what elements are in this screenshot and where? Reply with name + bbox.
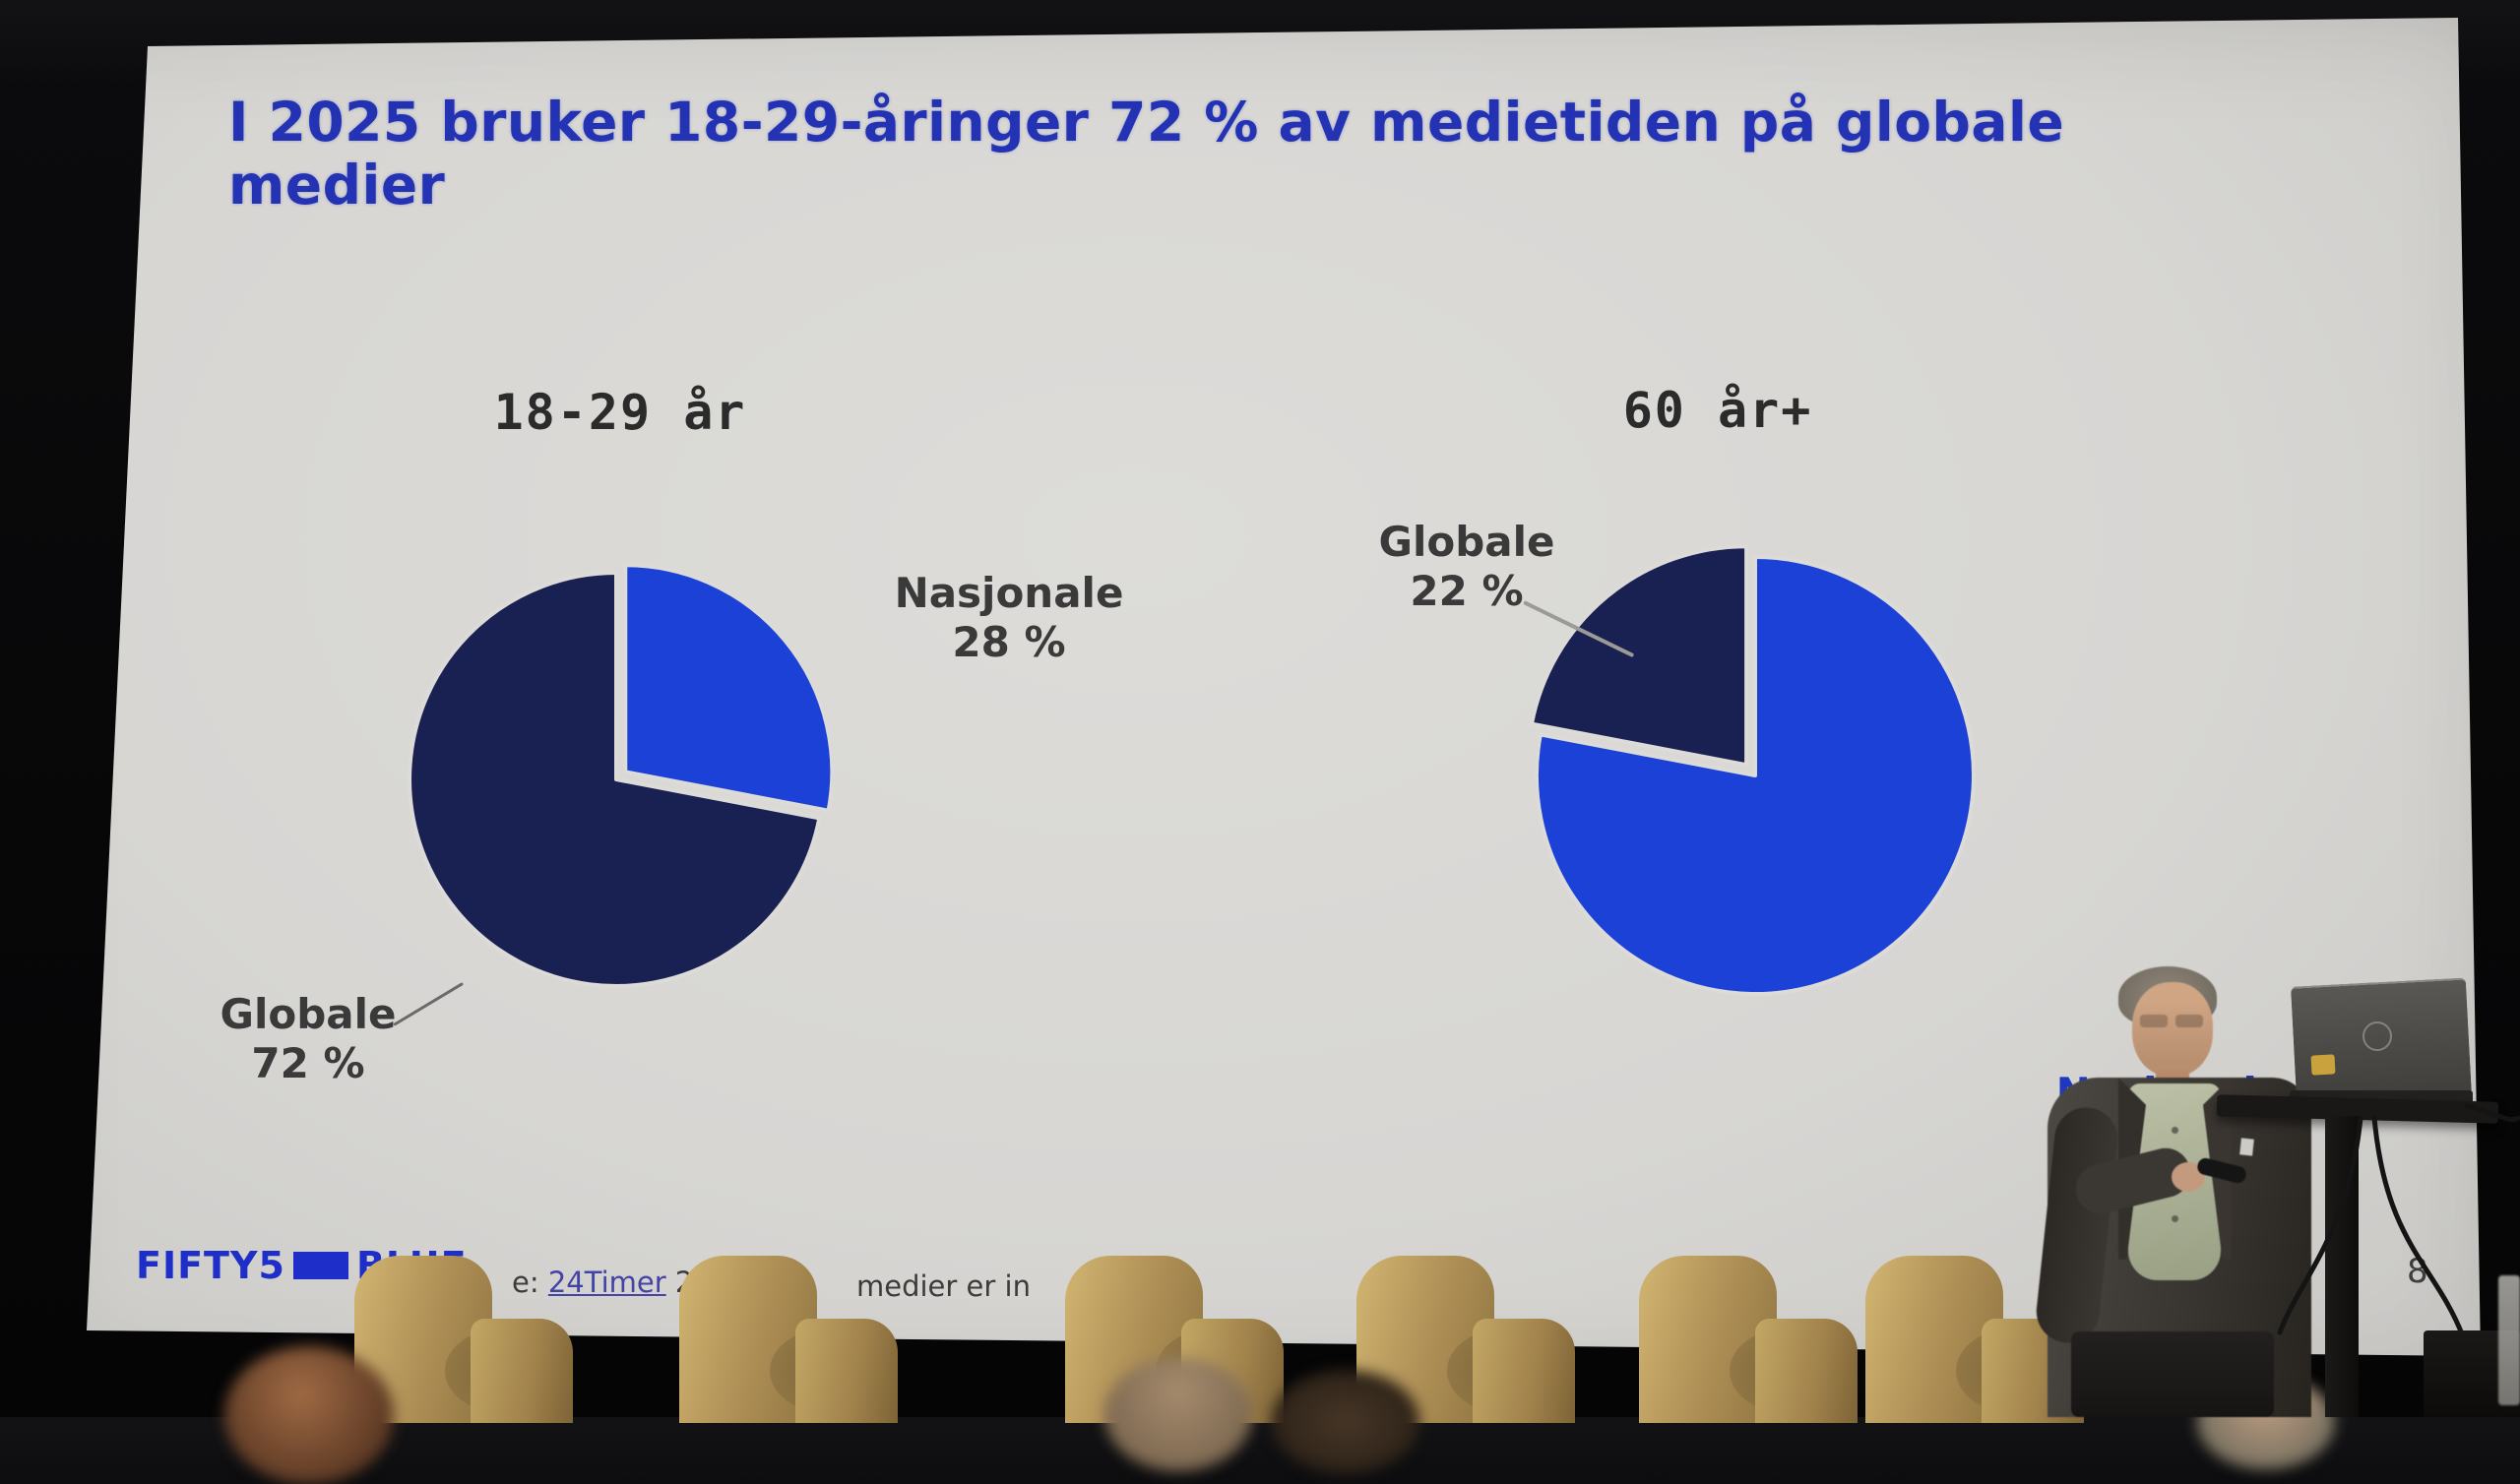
shirt-button [2172, 1215, 2178, 1222]
stage-chair [1639, 1256, 1860, 1423]
slice-label-value: 22 % [1410, 566, 1524, 615]
slide-page-number: 8 [2407, 1252, 2428, 1291]
leader-line-globale-left [393, 981, 465, 1026]
chair-armrest [795, 1319, 898, 1423]
slice-label-name: Globale [1378, 518, 1555, 566]
laptop-stand-pole [2325, 1116, 2359, 1417]
pie-slice-nasjonale-right [1535, 555, 1976, 996]
slice-label-value: 28 % [952, 617, 1066, 666]
left-pie-chart [408, 563, 835, 988]
audience-head [224, 1346, 394, 1484]
label-globale-right: Globale 22 % [1324, 518, 1609, 615]
presenter-face [2132, 982, 2213, 1077]
slide-title: I 2025 bruker 18-29-åringer 72 % av medi… [228, 91, 2065, 216]
audience-head [1272, 1370, 1419, 1473]
water-glass [2498, 1275, 2520, 1405]
stage-chair [354, 1256, 576, 1423]
presenter-glasses [2140, 1015, 2168, 1027]
stage-chair [679, 1256, 901, 1423]
laptop-sticker [2310, 1054, 2336, 1076]
audience-head [1104, 1358, 1252, 1471]
presenter [2028, 959, 2343, 1417]
leader-line-globale-right [1523, 600, 1635, 658]
slice-label-name: Globale [220, 990, 397, 1038]
presenter-glasses [2175, 1015, 2203, 1027]
chair-armrest [1755, 1319, 1858, 1423]
presenter-badge [2239, 1138, 2254, 1156]
label-nasjonale-left: Nasjonale 28 % [866, 569, 1152, 666]
slice-label-value: 72 % [251, 1038, 365, 1087]
right-chart-title: 60 år+ [1622, 382, 1813, 439]
laptop-logo [2362, 1021, 2392, 1051]
left-chart-title: 18-29 år [493, 384, 747, 441]
pie-slice-nasjonale-left [623, 563, 835, 813]
pie-slice-globale-right [1530, 544, 1749, 768]
chair-armrest [471, 1319, 573, 1423]
shirt-button [2172, 1127, 2178, 1134]
right-pie-chart [1530, 544, 1976, 996]
chair-armrest [1473, 1319, 1575, 1423]
logo-text-left: FIFTY5 [136, 1244, 285, 1287]
slice-label-name: Nasjonale [894, 569, 1124, 617]
projection-screen: I 2025 bruker 18-29-åringer 72 % av medi… [87, 18, 2481, 1356]
presenter-legs [2071, 1331, 2274, 1417]
pie-slice-globale-left [408, 571, 822, 988]
logo-square [292, 1252, 348, 1279]
label-globale-left: Globale 72 % [165, 990, 451, 1087]
